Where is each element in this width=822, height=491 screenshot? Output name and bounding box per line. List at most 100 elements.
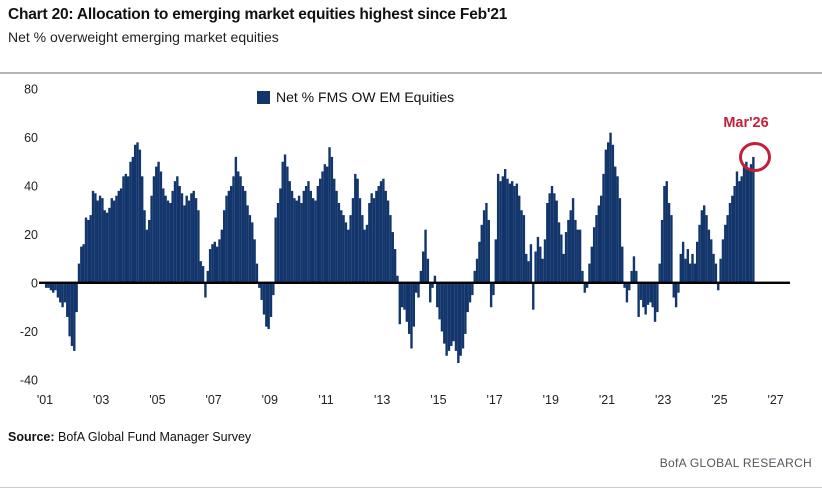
bar <box>328 147 331 283</box>
bar <box>480 224 483 283</box>
bar <box>553 193 556 283</box>
bar <box>372 198 376 284</box>
bar <box>361 215 364 283</box>
y-tick-label: 60 <box>24 131 38 145</box>
source-line: Source: BofA Global Fund Manager Survey <box>8 430 251 444</box>
bar <box>211 244 214 283</box>
bar <box>436 283 439 308</box>
bar <box>607 142 610 283</box>
chart-subtitle: Net % overweight emerging market equitie… <box>8 29 279 45</box>
bar <box>244 190 247 283</box>
bar <box>335 190 338 283</box>
bar <box>241 186 245 283</box>
bar <box>183 205 186 283</box>
bar <box>176 176 179 283</box>
bar <box>272 283 275 296</box>
bar <box>576 229 579 283</box>
bar <box>489 283 493 308</box>
bar <box>602 173 605 283</box>
bar <box>651 283 654 308</box>
bar <box>695 241 699 283</box>
bar <box>220 229 224 283</box>
x-tick-label: '13 <box>374 393 390 407</box>
bar <box>136 142 139 283</box>
bar <box>569 210 572 283</box>
bar <box>688 263 692 283</box>
bar <box>410 283 413 349</box>
bar <box>300 202 303 283</box>
bar <box>721 239 725 283</box>
bar <box>431 283 434 288</box>
bar <box>684 258 687 283</box>
bar <box>234 156 238 283</box>
bar <box>258 283 261 288</box>
bar <box>117 190 120 283</box>
bar <box>279 188 282 283</box>
bar <box>382 178 385 283</box>
bar <box>541 258 544 283</box>
annotation-circle-icon <box>739 142 771 172</box>
bar <box>738 181 741 283</box>
x-tick-label: '15 <box>430 393 446 407</box>
bar <box>94 193 97 283</box>
bar <box>705 215 708 283</box>
bar <box>728 202 732 283</box>
bar <box>232 176 235 283</box>
bar <box>700 210 704 283</box>
bar <box>466 283 469 313</box>
legend-swatch-icon <box>257 90 270 104</box>
bar <box>351 198 355 284</box>
bar <box>190 193 193 283</box>
bar <box>87 219 90 283</box>
bar <box>49 283 53 291</box>
bar <box>578 229 582 283</box>
bar <box>499 181 502 283</box>
bar <box>396 275 399 283</box>
bar <box>344 222 348 283</box>
bar <box>597 205 601 283</box>
bar <box>255 263 259 283</box>
bar <box>506 178 509 283</box>
x-tick-label: '05 <box>149 393 165 407</box>
bar <box>169 202 172 283</box>
bar <box>585 283 589 288</box>
bar <box>187 200 191 283</box>
bar <box>145 229 149 283</box>
bar <box>222 210 226 283</box>
bar <box>133 144 137 283</box>
bar <box>555 200 558 283</box>
bar <box>632 256 636 283</box>
bar <box>314 200 317 283</box>
bar <box>108 207 111 283</box>
bar <box>485 202 488 283</box>
bar <box>670 215 673 283</box>
bar <box>274 217 277 283</box>
bar <box>527 261 530 283</box>
bar <box>679 253 682 283</box>
bar <box>653 283 657 322</box>
bar <box>281 161 284 283</box>
bar <box>644 283 647 315</box>
bar <box>742 166 746 283</box>
bar <box>370 193 373 283</box>
bar <box>354 173 357 283</box>
bar <box>143 210 146 283</box>
bar <box>503 169 507 283</box>
bar <box>358 198 362 284</box>
bar <box>614 166 617 283</box>
bar <box>536 236 540 283</box>
bar <box>73 283 76 351</box>
bar <box>724 224 727 283</box>
bar <box>166 200 170 283</box>
bar <box>45 283 48 288</box>
bar <box>459 283 462 356</box>
bar <box>208 249 212 283</box>
y-tick-label: -20 <box>20 325 38 339</box>
bar <box>478 241 481 283</box>
bar <box>286 166 289 283</box>
bar <box>197 210 200 283</box>
bar <box>321 171 324 283</box>
bar <box>407 283 411 334</box>
y-tick-label: -40 <box>20 374 38 388</box>
bar <box>129 161 132 283</box>
